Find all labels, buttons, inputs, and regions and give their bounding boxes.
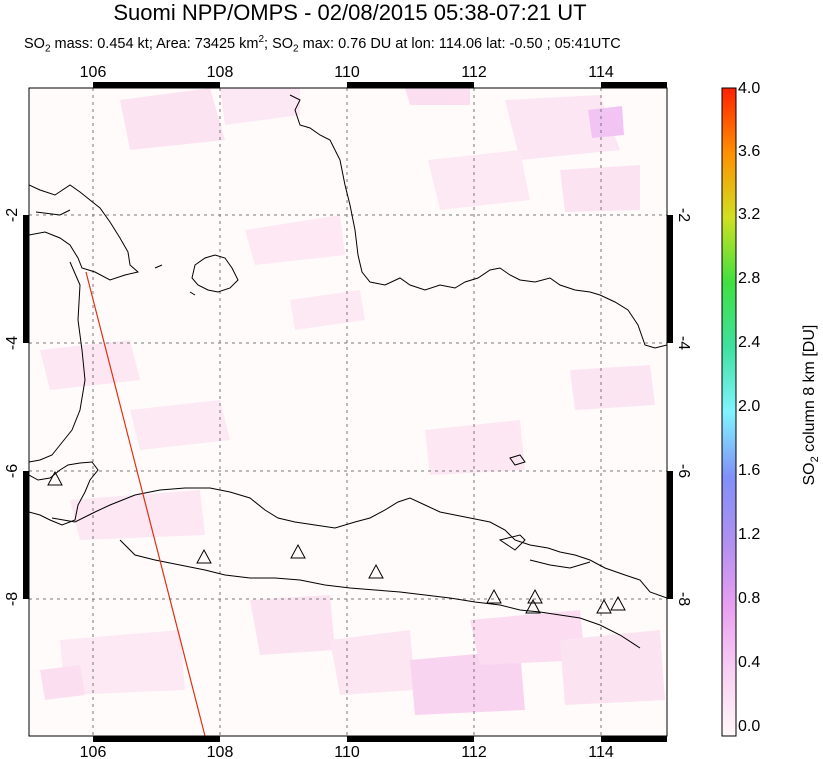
- lat-tick: -6: [675, 464, 692, 478]
- colorbar-title: SO2 column 8 km [DU]: [800, 324, 822, 486]
- lat-tick: -4: [675, 336, 692, 350]
- coastlines: [29, 94, 667, 649]
- lon-tick: 110: [334, 744, 360, 759]
- lat-tick: -8: [4, 592, 21, 606]
- volcano-triangle-icon: [290, 543, 306, 559]
- colorbar-tick: 0.4: [738, 654, 761, 671]
- volcano-triangle-icon: [196, 548, 212, 564]
- colorbar-tick: 2.4: [738, 334, 761, 351]
- lat-tick: -4: [4, 336, 21, 350]
- colorbar-tick: 3.2: [738, 206, 761, 223]
- volcano-triangle-icon: [596, 598, 612, 614]
- colorbar-tick: 0.8: [738, 590, 761, 607]
- colorbar-tick: 4.0: [738, 80, 761, 97]
- colorbar-tick: 0.0: [738, 718, 761, 735]
- lon-tick: 114: [588, 744, 614, 759]
- lat-ticks-right: -2 -4 -6 -8: [675, 208, 692, 606]
- volcano-triangle-icon: [486, 588, 502, 604]
- lon-tick: 106: [80, 64, 107, 81]
- lat-tick: -2: [675, 208, 692, 222]
- so2-pixels: [40, 88, 665, 715]
- volcano-triangle-icon: [47, 470, 63, 486]
- lat-tick: -6: [4, 464, 21, 478]
- lon-tick: 108: [207, 64, 234, 81]
- orbit-track: [85, 271, 206, 737]
- map-title: Suomi NPP/OMPS - 02/08/2015 05:38-07:21 …: [113, 0, 587, 25]
- lon-ticks-top: 106 108 110 112 114: [80, 64, 614, 81]
- lat-tick: -8: [675, 592, 692, 606]
- colorbar: [721, 87, 737, 737]
- volcano-triangle-icon: [525, 598, 541, 614]
- graticule: [29, 88, 667, 736]
- lon-ticks-bottom: 106 108 110 112 114: [80, 744, 614, 759]
- map-subtitle: SO2 mass: 0.454 kt; Area: 73425 km2; SO2…: [24, 34, 621, 55]
- lat-tick: -2: [4, 208, 21, 222]
- lon-tick: 110: [334, 64, 360, 81]
- colorbar-tick: 2.0: [738, 398, 761, 415]
- colorbar-tick: 3.6: [738, 143, 761, 160]
- colorbar-tick: 1.6: [738, 462, 761, 479]
- volcano-triangle-icon: [610, 595, 626, 611]
- lon-tick: 112: [461, 744, 487, 759]
- volcano-triangle-icon: [368, 563, 384, 579]
- lon-tick: 106: [80, 744, 107, 759]
- axis-bars: [23, 82, 673, 742]
- colorbar-tick: 1.2: [738, 526, 761, 543]
- lon-tick: 114: [588, 64, 614, 81]
- lat-ticks-left: -2 -4 -6 -8: [4, 208, 21, 606]
- lon-tick: 112: [461, 64, 487, 81]
- volcano-markers: [47, 470, 626, 614]
- colorbar-tick: 2.8: [738, 270, 761, 287]
- lon-tick: 108: [207, 744, 234, 759]
